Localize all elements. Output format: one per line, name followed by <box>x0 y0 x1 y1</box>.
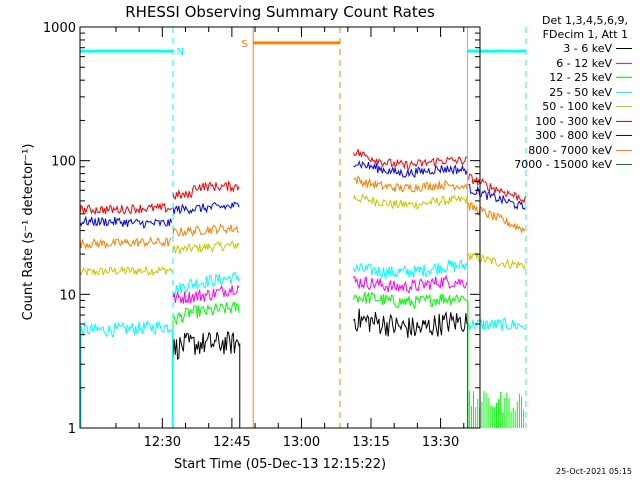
x-axis-label: Start Time (05-Dec-13 12:15:22) <box>174 457 386 472</box>
x-tick-label: 13:15 <box>352 435 389 450</box>
legend-entry: 25 - 50 keV <box>488 86 638 99</box>
y-tick-label: 1 <box>68 422 76 437</box>
series-line-100-300keV <box>79 202 172 216</box>
series-line-12-25keV <box>352 291 468 309</box>
legend-entry: 50 - 100 keV <box>488 100 638 113</box>
legend-swatch <box>616 164 632 165</box>
series-line-800-7000keV <box>172 223 240 238</box>
series-line-300-800keV <box>353 159 468 178</box>
y-tick-label: 100 <box>51 155 76 170</box>
series-line-25-50keV <box>467 317 526 332</box>
legend-header-decimation: FDecim 1, Att 1 <box>542 28 628 41</box>
legend-entry: 12 - 25 keV <box>488 71 638 84</box>
legend-label: 7000 - 15000 keV <box>514 158 612 171</box>
series-line-100-300keV <box>172 180 240 201</box>
series-line-800-7000keV <box>467 201 526 235</box>
series-line-300-800keV <box>468 184 526 210</box>
series-line-25-50keV <box>79 319 173 338</box>
x-tick-label: 12:45 <box>213 435 250 450</box>
legend-entry: 100 - 300 keV <box>488 115 638 128</box>
series-line-50-100keV <box>79 265 173 277</box>
x-tick-label: 13:30 <box>422 435 459 450</box>
legend-entry: 7000 - 15000 keV <box>488 158 638 171</box>
legend-swatch <box>616 135 632 136</box>
series-line-300-800keV <box>79 215 173 229</box>
series-line-100-300keV <box>352 149 468 171</box>
legend-swatch <box>616 48 632 49</box>
legend-entry: 6 - 12 keV <box>488 57 638 70</box>
flag-label-n: N <box>177 47 184 58</box>
series-line-300-800keV <box>172 201 240 215</box>
legend-swatch <box>616 77 632 78</box>
legend-label: 50 - 100 keV <box>542 100 612 113</box>
legend-entry: 300 - 800 keV <box>488 129 638 142</box>
legend-label: 12 - 25 keV <box>549 71 612 84</box>
series-line-6-12keV <box>353 274 468 294</box>
series-line-800-7000keV <box>79 236 172 251</box>
legend-header-detectors: Det 1,3,4,5,6,9, <box>541 14 628 27</box>
legend-entry: 3 - 6 keV <box>488 42 638 55</box>
series-line-100-300keV <box>467 173 526 204</box>
legend-label: 800 - 7000 keV <box>528 143 612 157</box>
series-line-12-25keV <box>172 301 240 326</box>
x-tick-label: 12:30 <box>144 435 181 450</box>
y-tick-label: 10 <box>59 288 76 303</box>
legend-swatch <box>616 62 632 64</box>
series-line-50-100keV <box>467 251 526 270</box>
chart-title: RHESSI Observing Summary Count Rates <box>125 3 435 21</box>
y-tick-label: 1000 <box>43 21 76 36</box>
series-line-50-100keV <box>172 240 240 255</box>
legend-swatch <box>616 120 632 122</box>
series-line-25-50keV <box>172 271 240 297</box>
flag-label-s: S <box>241 39 247 50</box>
series-line-6-12keV <box>172 284 240 304</box>
legend-label: 300 - 800 keV <box>535 129 612 142</box>
series-line-800-7000keV <box>353 175 468 193</box>
x-tick-label: 13:00 <box>283 435 320 450</box>
plot-frame <box>79 26 481 429</box>
legend-label: 6 - 12 keV <box>556 56 612 70</box>
legend-label: 3 - 6 keV <box>563 42 612 55</box>
series-line-3-6keV <box>353 308 468 339</box>
legend-swatch <box>616 149 632 151</box>
y-axis-label: Count Rate (s⁻¹ detector⁻¹) <box>21 144 36 321</box>
legend-swatch <box>616 91 632 93</box>
series-line-25-50keV <box>352 258 468 281</box>
legend-swatch <box>616 106 632 107</box>
legend-label: 100 - 300 keV <box>535 114 612 128</box>
footer-timestamp: 25-Oct-2021 05:15 <box>556 467 632 476</box>
legend-label: 25 - 50 keV <box>549 85 612 99</box>
series-line-50-100keV <box>352 193 468 210</box>
legend-entry: 800 - 7000 keV <box>488 144 638 157</box>
series-line-3-6keV <box>172 331 240 361</box>
